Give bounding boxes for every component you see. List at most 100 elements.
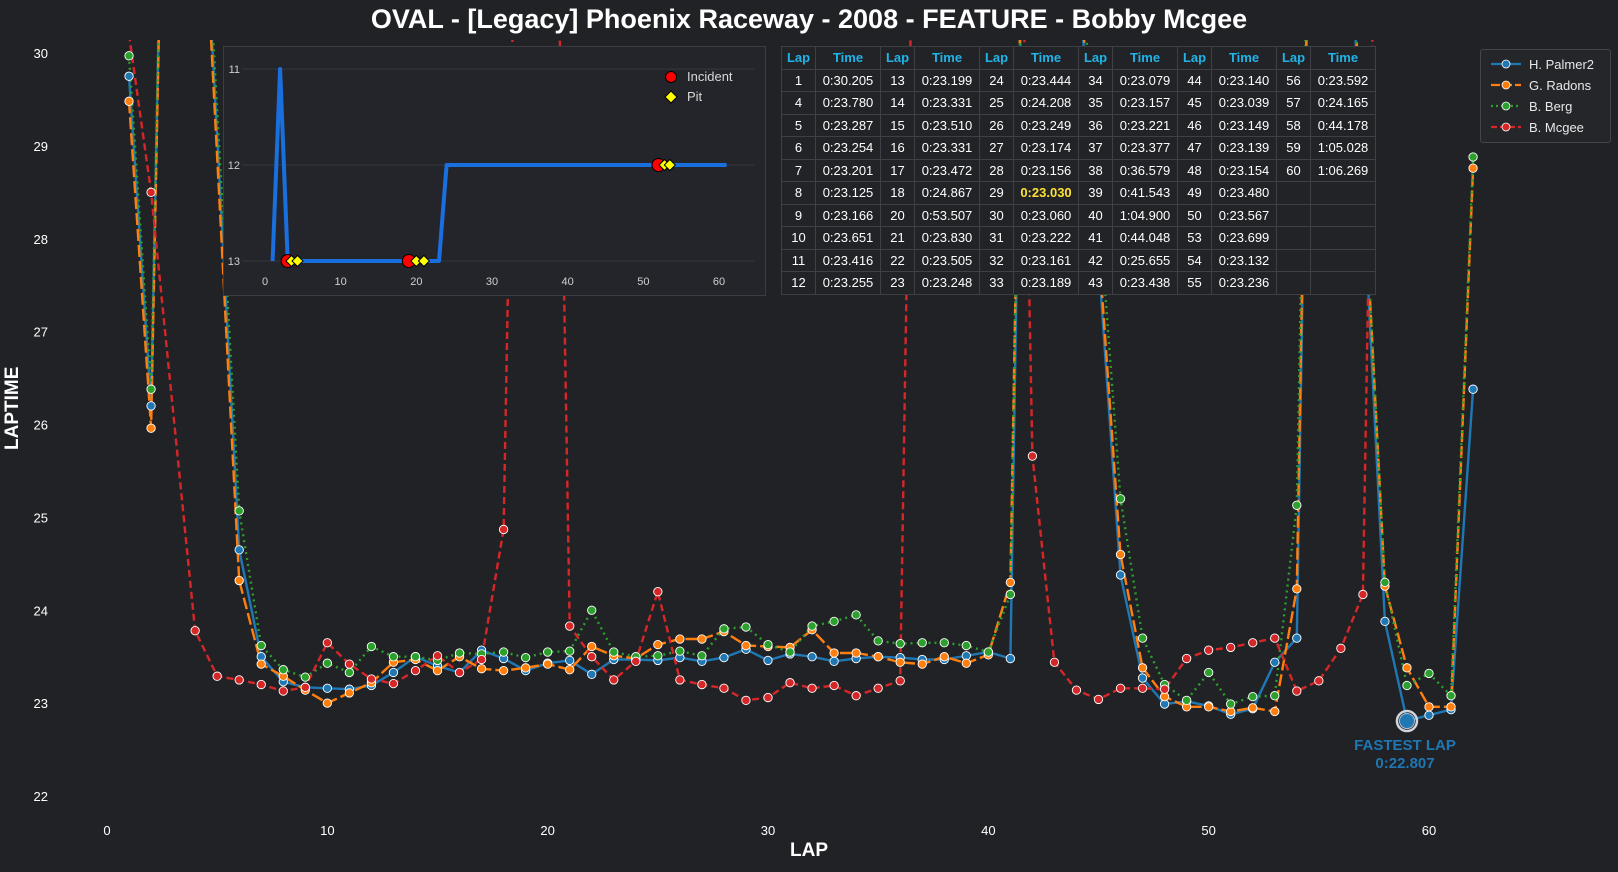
lap-time-cell: 0:23.416	[815, 248, 881, 272]
lap-time-cell: 0:25.655	[1112, 248, 1178, 272]
data-point	[1005, 589, 1016, 600]
lap-time-cell: 0:23.651	[815, 226, 881, 250]
fastest-lap-label: FASTEST LAP	[1354, 737, 1456, 754]
lap-time-cell: 0:23.039	[1211, 91, 1277, 115]
lap-time-cell: 0:23.255	[815, 271, 881, 295]
lap-number-cell: 23	[880, 271, 915, 295]
lap-number-cell: 14	[880, 91, 915, 115]
inset-plot: 11 12 13 0 10 20 30 40 50 60	[228, 64, 754, 288]
data-point	[653, 639, 663, 650]
data-point	[587, 652, 597, 662]
lap-time-cell: 0:23.480	[1211, 181, 1277, 205]
lap-number-cell: 60	[1276, 158, 1311, 182]
lap-number-cell	[1276, 203, 1311, 227]
lap-time-cell: 0:23.830	[914, 226, 980, 250]
header-lap: Lap	[979, 46, 1014, 70]
data-point	[873, 636, 883, 646]
lap-time-cell: 0:23.505	[914, 248, 980, 272]
lap-number-cell: 33	[979, 271, 1014, 295]
data-point	[1446, 702, 1456, 712]
data-point	[454, 648, 465, 658]
data-point	[1380, 616, 1390, 627]
series-group	[124, 40, 1478, 726]
data-point	[697, 679, 707, 690]
data-point	[675, 634, 685, 644]
data-point	[939, 652, 949, 662]
inset-x-tick-label: 10	[335, 276, 347, 288]
data-point	[895, 657, 905, 667]
data-point	[829, 648, 839, 658]
data-point	[1093, 694, 1104, 705]
y-tick-label: 26	[34, 418, 48, 433]
data-point	[829, 656, 839, 666]
lap-number-cell: 29	[979, 181, 1014, 205]
data-point	[763, 692, 773, 703]
lap-number-cell: 56	[1276, 68, 1311, 92]
lap-number-cell: 38	[1078, 158, 1113, 182]
pit-marker	[663, 158, 677, 172]
data-point	[432, 665, 443, 676]
y-tick-label: 30	[34, 46, 48, 61]
data-point	[895, 676, 905, 686]
lap-number-cell: 46	[1177, 113, 1212, 137]
data-point	[1204, 645, 1214, 655]
data-point	[807, 683, 817, 693]
table-row: 10 0:23.651 21 0:23.830 31 0:23.222 41 0:44.048…	[781, 226, 1376, 250]
data-point	[344, 688, 355, 698]
lap-time-cell: 0:23.248	[914, 271, 980, 295]
data-point	[741, 640, 751, 651]
data-point	[763, 639, 773, 650]
lap-number-cell: 1	[781, 68, 816, 92]
lap-time-cell: 0:23.161	[1013, 248, 1079, 272]
data-point	[1137, 633, 1148, 643]
x-tick-label: 10	[320, 823, 334, 838]
x-axis-label: LAP	[790, 840, 828, 861]
data-point	[1424, 668, 1434, 679]
lap-time-cell: 0:23.149	[1211, 113, 1277, 137]
y-tick-label: 24	[34, 603, 48, 618]
data-point	[1424, 702, 1434, 712]
data-point	[807, 621, 817, 631]
data-point	[631, 656, 641, 666]
data-point	[124, 96, 134, 106]
data-point	[917, 659, 927, 669]
position-inset-chart: 11 12 13 0 10 20 30 40 50 60 Incident Pit	[223, 46, 766, 296]
data-point	[1468, 163, 1478, 173]
data-point	[1468, 152, 1478, 162]
pit-marker-icon	[664, 90, 678, 104]
lap-number-cell: 44	[1177, 68, 1212, 92]
lap-number-cell: 41	[1078, 226, 1113, 250]
legend: H. Palmer2 G. Radons B. Berg B. Mcgee	[1480, 49, 1611, 143]
lap-number-cell: 31	[979, 226, 1014, 250]
lap-number-cell: 28	[979, 158, 1014, 182]
data-point	[146, 384, 156, 394]
data-point	[410, 665, 421, 676]
header-time: Time	[1013, 46, 1079, 70]
data-point	[741, 622, 751, 632]
data-point	[1005, 577, 1016, 588]
fastest-lap-value: 0:22.807	[1375, 755, 1435, 772]
data-point	[498, 524, 509, 535]
data-point	[366, 641, 377, 652]
lap-time-cell	[1310, 226, 1376, 250]
data-point	[961, 640, 971, 651]
inset-x-tick-label: 30	[486, 276, 498, 288]
lap-number-cell: 8	[781, 181, 816, 205]
lap-number-cell: 40	[1078, 203, 1113, 227]
legend-swatch	[1491, 80, 1521, 90]
data-point	[344, 659, 355, 669]
lap-time-cell: 0:23.157	[1112, 91, 1178, 115]
lap-number-cell: 27	[979, 136, 1014, 160]
y-tick-label: 28	[34, 232, 48, 247]
lap-time-cell: 0:23.699	[1211, 226, 1277, 250]
data-point	[587, 605, 597, 615]
incident-marker-icon	[665, 71, 677, 83]
lap-number-cell: 49	[1177, 181, 1212, 205]
data-point	[1402, 663, 1412, 673]
data-point	[1115, 494, 1126, 504]
lap-time-cell: 1:05.028	[1310, 136, 1376, 160]
data-point	[1292, 686, 1302, 696]
lap-number-cell: 22	[880, 248, 915, 272]
